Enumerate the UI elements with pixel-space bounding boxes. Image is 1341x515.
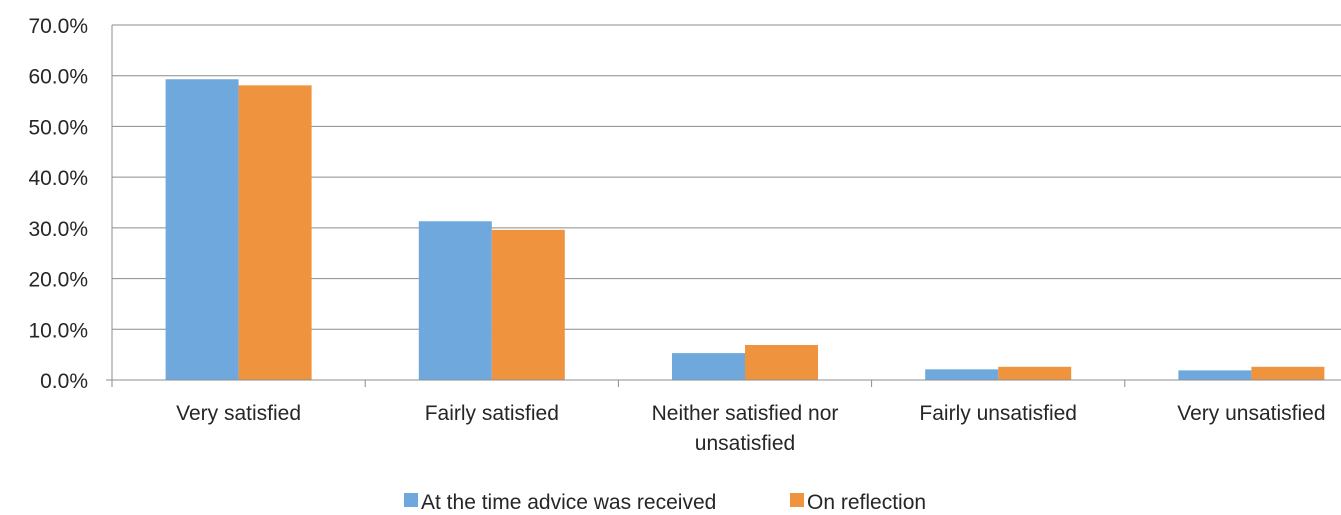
y-tick-label: 40.0% (28, 167, 88, 190)
bar-on-reflection-4 (1251, 366, 1325, 380)
x-category-label: Neither satisfied nor unsatisfied (652, 402, 839, 455)
bar-at-the-time-2 (672, 353, 745, 380)
gridlines (111, 24, 1341, 380)
y-tick-label: 20.0% (28, 269, 88, 292)
bar-at-the-time-1 (418, 221, 492, 380)
y-axis-tick-labels: 0.0% 10.0% 20.0% 30.0% 40.0% 50.0% 60.0% 70.0% (28, 15, 88, 393)
x-category-label: Fairly unsatisfied (919, 402, 1077, 425)
x-category-label: Very unsatisfied (1177, 402, 1325, 425)
x-axis-category-labels: Very satisfied Fairly satisfied Neither sa… (176, 402, 1325, 455)
legend-swatch (790, 493, 804, 507)
bar-at-the-time-3 (925, 369, 999, 380)
y-tick-label: 0.0% (40, 370, 88, 393)
y-tick-label: 70.0% (28, 15, 88, 38)
legend-label: At the time advice was received (421, 491, 716, 514)
y-tick-label: 60.0% (28, 66, 88, 89)
bar-at-the-time-0 (165, 79, 239, 380)
bar-at-the-time-4 (1178, 370, 1252, 380)
bar-on-reflection-0 (238, 85, 312, 380)
x-category-label: Very satisfied (176, 402, 301, 425)
bar-on-reflection-3 (998, 366, 1072, 380)
legend: At the time advice was received On reflec… (404, 491, 926, 514)
bar-on-reflection-2 (745, 345, 818, 380)
x-axis (106, 379, 1341, 387)
y-tick-label: 50.0% (28, 116, 88, 139)
y-tick-label: 30.0% (28, 218, 88, 241)
bars (165, 79, 1325, 380)
legend-swatch (404, 493, 418, 507)
x-category-label: Fairly satisfied (425, 402, 559, 425)
y-tick-label: 10.0% (28, 319, 88, 342)
legend-label: On reflection (807, 491, 926, 514)
bar-on-reflection-1 (491, 229, 565, 380)
